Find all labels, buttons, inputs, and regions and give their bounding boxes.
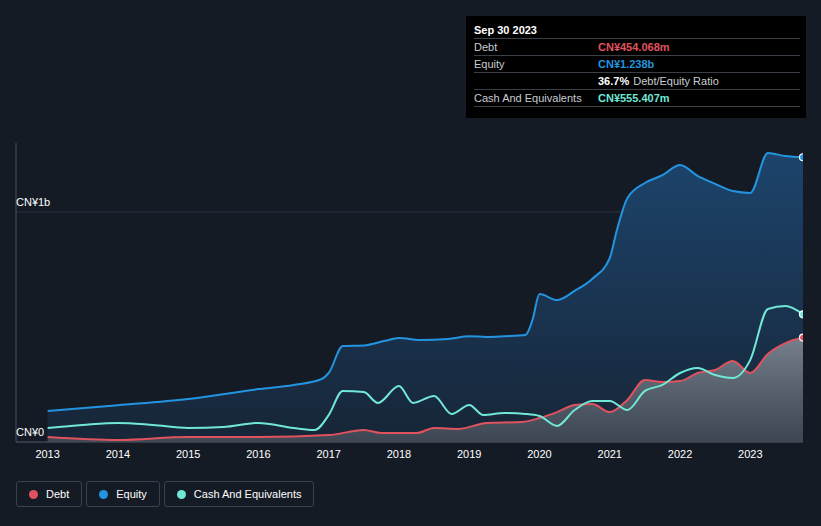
- svg-text:CN¥1b: CN¥1b: [16, 196, 50, 208]
- svg-text:2013: 2013: [35, 448, 59, 460]
- svg-text:CN¥0: CN¥0: [16, 426, 44, 438]
- svg-text:2017: 2017: [316, 448, 340, 460]
- svg-text:2014: 2014: [106, 448, 130, 460]
- html-text:Debt: Debt: [46, 488, 70, 500]
- svg-text:2019: 2019: [457, 448, 481, 460]
- html-text:CN¥555.407m: CN¥555.407m: [598, 92, 670, 104]
- html-text:Cash And Equivalents: Cash And Equivalents: [193, 488, 302, 500]
- svg-text:2018: 2018: [387, 448, 411, 460]
- html-text:Equity: Equity: [474, 58, 505, 70]
- svg-text:2023: 2023: [738, 448, 762, 460]
- html-text:Sep 30 2023: Sep 30 2023: [474, 24, 537, 36]
- svg-text:2020: 2020: [527, 448, 551, 460]
- html-text:CN¥1.238b: CN¥1.238b: [598, 58, 655, 70]
- svg-text:2022: 2022: [668, 448, 692, 460]
- svg-text:2021: 2021: [598, 448, 622, 460]
- svg-text:2016: 2016: [246, 448, 270, 460]
- html-text:Debt: Debt: [474, 41, 498, 53]
- svg-text:2015: 2015: [176, 448, 200, 460]
- html-text:36.7% Debt/Equity Ratio: 36.7% Debt/Equity Ratio: [598, 75, 719, 87]
- html-text:Cash And Equivalents: Cash And Equivalents: [474, 92, 582, 104]
- html-text:CN¥454.068m: CN¥454.068m: [598, 41, 670, 53]
- html-text:Equity: Equity: [116, 488, 147, 500]
